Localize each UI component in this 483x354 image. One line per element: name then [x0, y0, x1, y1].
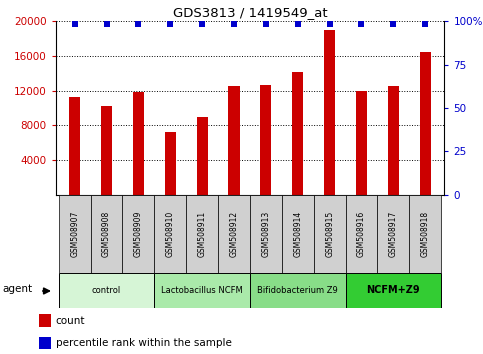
Bar [313, 195, 345, 273]
Point [103, 21, 111, 27]
Text: percentile rank within the sample: percentile rank within the sample [56, 338, 231, 348]
Point [326, 21, 333, 27]
Bar [218, 195, 250, 273]
Text: GSM508909: GSM508909 [134, 210, 143, 257]
Bar [377, 195, 409, 273]
Text: GSM508913: GSM508913 [261, 211, 270, 257]
Bar [101, 106, 112, 195]
Text: GSM508908: GSM508908 [102, 211, 111, 257]
Bar [133, 92, 144, 195]
Text: Bifidobacterium Z9: Bifidobacterium Z9 [257, 286, 338, 295]
Bar [69, 97, 80, 195]
Point [262, 21, 270, 27]
Bar [39, 314, 51, 327]
Text: NCFM+Z9: NCFM+Z9 [367, 285, 420, 295]
Bar [345, 195, 377, 273]
Text: GSM508911: GSM508911 [198, 211, 207, 257]
Bar [345, 273, 441, 308]
Text: GSM508916: GSM508916 [357, 211, 366, 257]
Point [199, 21, 206, 27]
Bar [324, 30, 335, 195]
Bar [282, 195, 313, 273]
Bar [250, 273, 345, 308]
Bar [186, 195, 218, 273]
Bar [59, 273, 155, 308]
Bar [260, 85, 271, 195]
Text: GSM508914: GSM508914 [293, 211, 302, 257]
Point [167, 21, 174, 27]
Bar [388, 86, 399, 195]
Bar [155, 273, 250, 308]
Bar [91, 195, 123, 273]
Bar [250, 195, 282, 273]
Text: Lactobacillus NCFM: Lactobacillus NCFM [161, 286, 243, 295]
Point [357, 21, 365, 27]
Bar [39, 337, 51, 349]
Title: GDS3813 / 1419549_at: GDS3813 / 1419549_at [172, 6, 327, 19]
Bar [123, 195, 155, 273]
Text: GSM508915: GSM508915 [325, 211, 334, 257]
Bar [228, 86, 240, 195]
Bar [356, 91, 367, 195]
Point [421, 21, 429, 27]
Bar [59, 195, 91, 273]
Point [294, 21, 301, 27]
Bar [292, 72, 303, 195]
Text: GSM508907: GSM508907 [70, 210, 79, 257]
Bar [197, 116, 208, 195]
Point [135, 21, 142, 27]
Text: GSM508918: GSM508918 [421, 211, 430, 257]
Bar [420, 52, 431, 195]
Text: agent: agent [3, 284, 33, 293]
Text: GSM508912: GSM508912 [229, 211, 239, 257]
Text: GSM508910: GSM508910 [166, 211, 175, 257]
Point [389, 21, 397, 27]
Point [71, 21, 79, 27]
Bar [165, 132, 176, 195]
Point [230, 21, 238, 27]
Bar [409, 195, 441, 273]
Text: count: count [56, 316, 85, 326]
Bar [155, 195, 186, 273]
Text: control: control [92, 286, 121, 295]
Text: GSM508917: GSM508917 [389, 211, 398, 257]
